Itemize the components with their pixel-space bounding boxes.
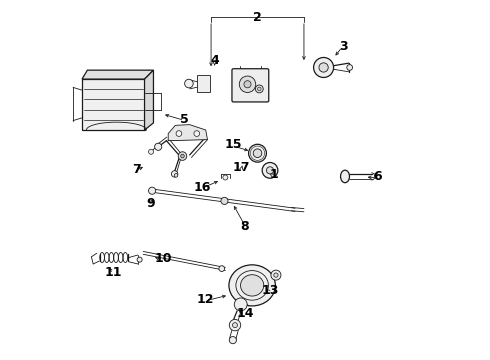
- Circle shape: [178, 152, 187, 160]
- Polygon shape: [168, 125, 207, 141]
- Text: 2: 2: [253, 11, 262, 24]
- Circle shape: [271, 270, 281, 280]
- Circle shape: [319, 63, 328, 72]
- Circle shape: [347, 64, 352, 70]
- Text: 11: 11: [104, 266, 122, 279]
- Circle shape: [155, 143, 162, 150]
- Circle shape: [255, 85, 263, 93]
- Circle shape: [223, 175, 228, 180]
- Text: 6: 6: [373, 170, 382, 183]
- Circle shape: [234, 298, 247, 311]
- Circle shape: [267, 167, 273, 174]
- Circle shape: [174, 174, 178, 177]
- Circle shape: [148, 149, 153, 154]
- Text: 12: 12: [197, 293, 215, 306]
- Text: 17: 17: [233, 161, 250, 174]
- Text: 15: 15: [225, 139, 243, 152]
- Circle shape: [176, 131, 182, 136]
- Text: 9: 9: [146, 197, 155, 210]
- Text: 13: 13: [261, 284, 279, 297]
- Bar: [197, 75, 210, 93]
- Text: 14: 14: [236, 307, 254, 320]
- Ellipse shape: [241, 275, 264, 296]
- Ellipse shape: [341, 170, 349, 183]
- Circle shape: [194, 131, 199, 136]
- Circle shape: [219, 266, 224, 271]
- Text: 10: 10: [154, 252, 172, 265]
- Text: 3: 3: [339, 40, 347, 53]
- Circle shape: [248, 144, 267, 162]
- Text: 5: 5: [180, 113, 189, 126]
- Text: 8: 8: [241, 220, 249, 233]
- Text: 4: 4: [210, 54, 219, 67]
- Polygon shape: [82, 70, 153, 79]
- Circle shape: [181, 154, 184, 158]
- Circle shape: [172, 171, 178, 177]
- Circle shape: [221, 197, 228, 204]
- Polygon shape: [82, 79, 145, 130]
- Polygon shape: [145, 70, 153, 130]
- Circle shape: [229, 337, 237, 344]
- Text: 7: 7: [132, 163, 141, 176]
- Circle shape: [262, 162, 278, 178]
- Circle shape: [148, 187, 156, 194]
- Circle shape: [239, 76, 256, 93]
- Circle shape: [229, 319, 241, 331]
- Text: 1: 1: [269, 168, 278, 181]
- Text: 16: 16: [194, 181, 211, 194]
- Circle shape: [274, 273, 278, 277]
- Circle shape: [258, 87, 261, 91]
- Circle shape: [253, 149, 262, 157]
- FancyBboxPatch shape: [232, 69, 269, 102]
- Circle shape: [185, 79, 193, 88]
- Circle shape: [244, 81, 251, 88]
- Circle shape: [314, 58, 334, 77]
- Ellipse shape: [229, 265, 275, 306]
- Circle shape: [137, 257, 142, 262]
- Circle shape: [232, 323, 238, 328]
